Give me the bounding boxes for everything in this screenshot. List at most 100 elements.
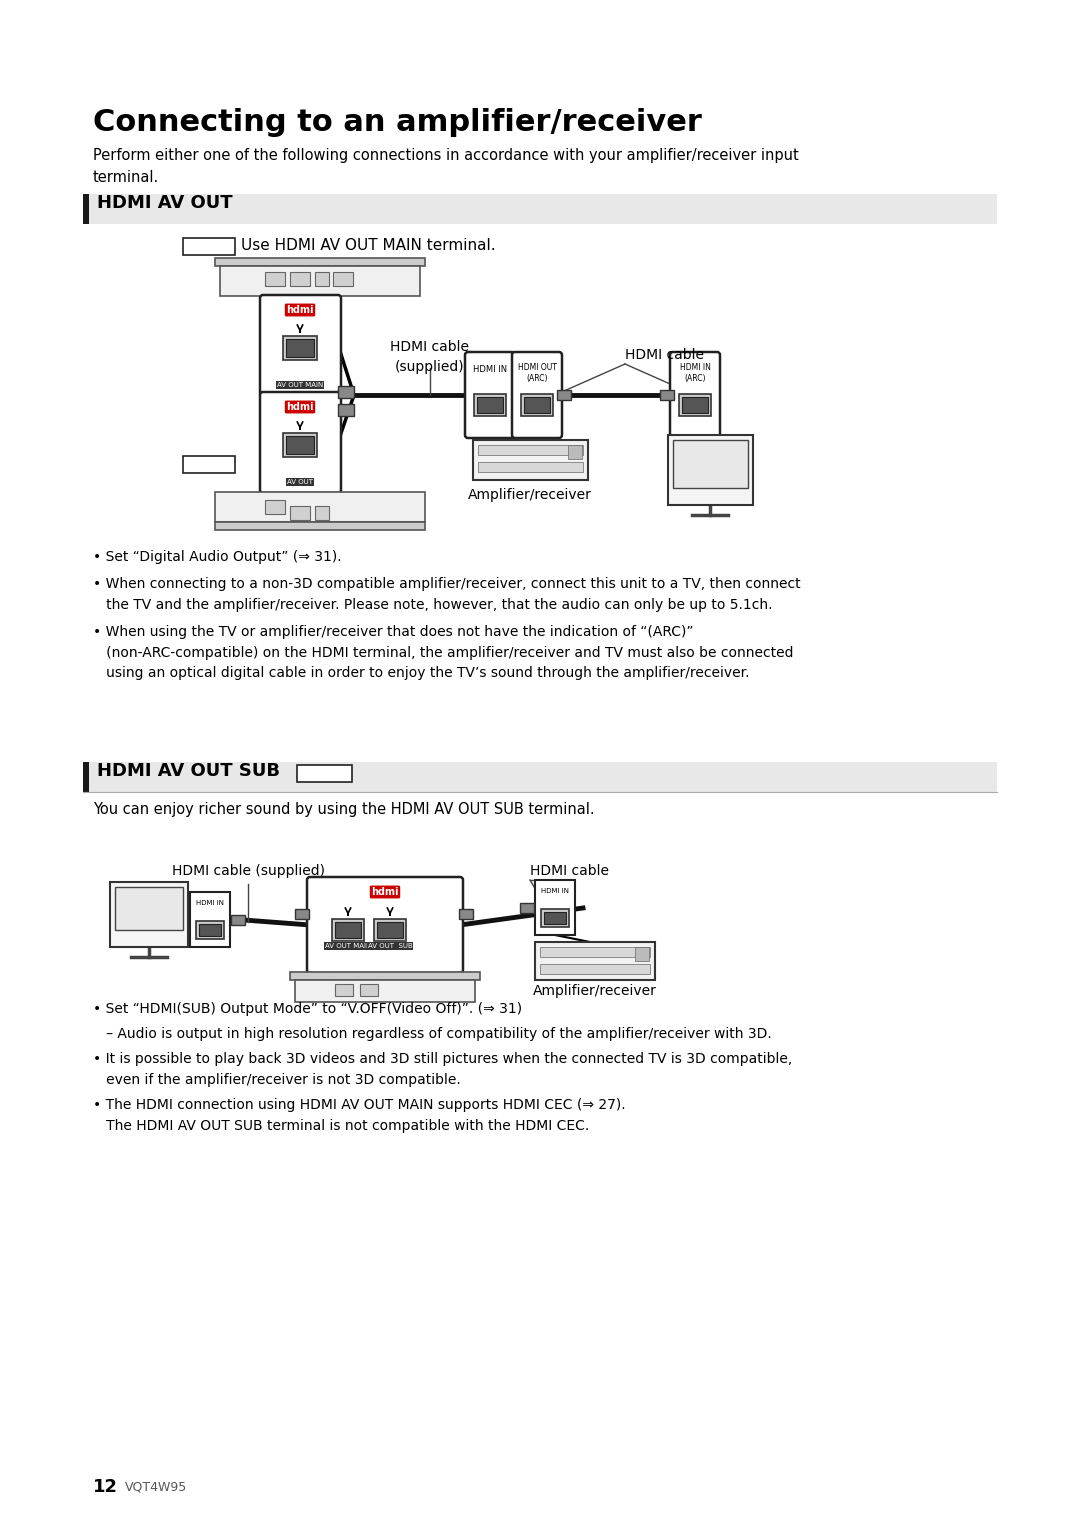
Bar [669, 435, 753, 505]
Bar [83, 194, 997, 224]
Bar [291, 272, 310, 285]
FancyBboxPatch shape [307, 877, 463, 974]
FancyBboxPatch shape [670, 353, 720, 438]
Text: AV OUT MAIN: AV OUT MAIN [325, 943, 372, 949]
Bar [377, 922, 403, 938]
Bar [83, 761, 997, 792]
Text: Amplifier/receiver: Amplifier/receiver [534, 984, 657, 998]
Bar [265, 272, 285, 285]
Text: BDT330: BDT330 [184, 238, 232, 249]
Bar [478, 446, 583, 455]
Text: – Audio is output in high resolution regardless of compatibility of the amplifie: – Audio is output in high resolution reg… [93, 1027, 772, 1041]
Text: • It is possible to play back 3D videos and 3D still pictures when the connected: • It is possible to play back 3D videos … [93, 1051, 793, 1087]
FancyBboxPatch shape [512, 353, 562, 438]
Bar [332, 919, 364, 942]
FancyBboxPatch shape [465, 353, 515, 438]
Text: You can enjoy richer sound by using the HDMI AV OUT SUB terminal.: You can enjoy richer sound by using the … [93, 803, 595, 816]
Text: • When connecting to a non-3D compatible amplifier/receiver, connect this unit t: • When connecting to a non-3D compatible… [93, 577, 800, 612]
Bar [190, 893, 230, 948]
Text: AV OUT  SUB: AV OUT SUB [367, 943, 413, 949]
Text: VQT4W95: VQT4W95 [125, 1480, 187, 1492]
Bar [183, 238, 235, 255]
Bar [291, 972, 480, 980]
Bar [544, 913, 566, 925]
Text: HDMI IN: HDMI IN [541, 888, 569, 894]
Bar [297, 765, 352, 781]
Bar [195, 922, 224, 938]
Bar [83, 761, 89, 792]
Bar [635, 948, 649, 961]
Text: HDMI IN: HDMI IN [195, 900, 224, 906]
Text: HDMI IN: HDMI IN [473, 365, 508, 374]
Bar [478, 462, 583, 472]
Text: Connecting to an amplifier/receiver: Connecting to an amplifier/receiver [93, 108, 702, 137]
Bar [681, 397, 708, 414]
Bar [295, 909, 309, 919]
Bar [286, 436, 314, 455]
Bar [374, 919, 406, 942]
Text: HDMI AV OUT SUB: HDMI AV OUT SUB [97, 761, 280, 780]
Bar [231, 916, 245, 925]
Bar [215, 522, 426, 530]
FancyBboxPatch shape [260, 295, 341, 397]
Text: • The HDMI connection using HDMI AV OUT MAIN supports HDMI CEC (⇒ 27).
   The HD: • The HDMI connection using HDMI AV OUT … [93, 1099, 625, 1132]
Bar [265, 501, 285, 514]
Text: hdmi: hdmi [372, 887, 399, 897]
Text: • Set “HDMI(SUB) Output Mode” to “V.OFF(Video Off)”. (⇒ 31): • Set “HDMI(SUB) Output Mode” to “V.OFF(… [93, 1003, 522, 1016]
Text: HDMI cable: HDMI cable [625, 348, 704, 362]
Bar [473, 439, 588, 481]
Bar [215, 258, 426, 266]
Text: Amplifier/receiver: Amplifier/receiver [468, 488, 592, 502]
Text: AV OUT: AV OUT [287, 479, 313, 485]
Bar [338, 386, 354, 398]
Text: hdmi: hdmi [286, 401, 314, 412]
Bar [83, 194, 89, 224]
Text: HDMI OUT
(ARC): HDMI OUT (ARC) [517, 363, 556, 383]
Bar [679, 394, 711, 417]
Text: AV OUT MAIN: AV OUT MAIN [276, 382, 323, 388]
Text: Use HDMI AV OUT MAIN terminal.: Use HDMI AV OUT MAIN terminal. [241, 238, 496, 253]
Bar [335, 922, 361, 938]
Bar [110, 882, 188, 948]
Text: hdmi: hdmi [286, 305, 314, 314]
Text: BDT330: BDT330 [298, 765, 347, 775]
Bar [360, 984, 378, 996]
Bar [535, 942, 654, 980]
Text: HDMI IN
(ARC): HDMI IN (ARC) [679, 363, 711, 383]
Bar [477, 397, 503, 414]
Bar [335, 984, 353, 996]
Bar [540, 948, 650, 957]
Bar [338, 404, 354, 417]
Text: HDMI AV OUT: HDMI AV OUT [97, 194, 232, 212]
Text: BDT230: BDT230 [184, 456, 232, 465]
Bar [459, 909, 473, 919]
Bar [315, 507, 329, 520]
Text: • When using the TV or amplifier/receiver that does not have the indication of “: • When using the TV or amplifier/receive… [93, 626, 794, 681]
Text: HDMI cable: HDMI cable [530, 864, 609, 877]
Bar [283, 336, 318, 360]
Bar [291, 507, 310, 520]
Bar [557, 391, 571, 400]
Bar [660, 391, 674, 400]
Bar [519, 903, 534, 913]
Bar [295, 980, 475, 1003]
Bar [315, 272, 329, 285]
Text: HDMI cable
(supplied): HDMI cable (supplied) [391, 340, 470, 374]
Text: • Set “Digital Audio Output” (⇒ 31).: • Set “Digital Audio Output” (⇒ 31). [93, 549, 341, 565]
Bar [199, 925, 221, 935]
FancyBboxPatch shape [260, 392, 341, 493]
Bar [524, 397, 550, 414]
Bar [333, 272, 353, 285]
Bar [215, 491, 426, 522]
Text: 12: 12 [93, 1479, 118, 1495]
Bar [673, 439, 748, 488]
Bar [220, 266, 420, 296]
Bar [114, 887, 183, 929]
Bar [535, 881, 575, 935]
Bar [183, 456, 235, 473]
Bar [283, 433, 318, 456]
Bar [540, 964, 650, 974]
Text: HDMI cable (supplied): HDMI cable (supplied) [172, 864, 324, 877]
Bar [541, 909, 569, 926]
Text: Perform either one of the following connections in accordance with your amplifie: Perform either one of the following conn… [93, 148, 799, 185]
